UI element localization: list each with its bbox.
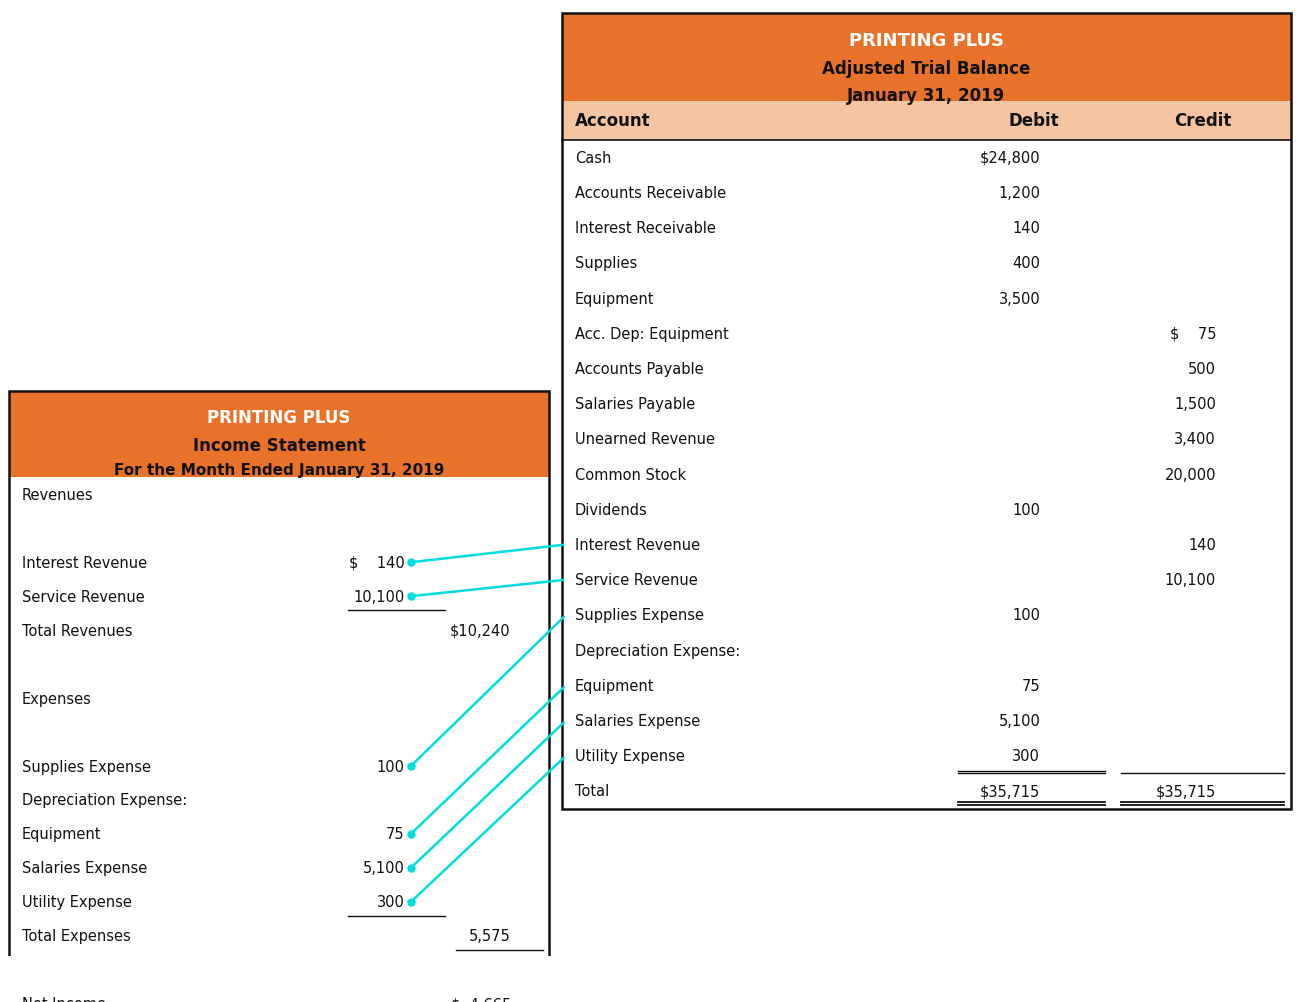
Text: $35,715: $35,715 (1155, 784, 1216, 799)
Text: $    140: $ 140 (349, 555, 405, 570)
Text: Account: Account (575, 112, 650, 130)
Text: 300: 300 (1012, 748, 1041, 764)
Text: 1,200: 1,200 (998, 185, 1041, 200)
Text: Depreciation Expense:: Depreciation Expense: (575, 643, 740, 658)
Text: PRINTING PLUS: PRINTING PLUS (207, 409, 351, 427)
Text: Equipment: Equipment (575, 292, 654, 307)
Text: Equipment: Equipment (22, 827, 101, 842)
FancyBboxPatch shape (562, 140, 1291, 809)
Text: January 31, 2019: January 31, 2019 (847, 86, 1006, 104)
Text: Service Revenue: Service Revenue (22, 589, 144, 604)
Text: Salaries Expense: Salaries Expense (575, 713, 700, 728)
Text: Cash: Cash (575, 150, 611, 165)
Text: 500: 500 (1188, 362, 1216, 377)
FancyBboxPatch shape (9, 392, 549, 478)
Text: Supplies Expense: Supplies Expense (575, 608, 704, 623)
Text: PRINTING PLUS: PRINTING PLUS (848, 32, 1004, 50)
Text: Credit: Credit (1175, 112, 1232, 130)
Text: Supplies Expense: Supplies Expense (22, 759, 151, 774)
Text: Dividends: Dividends (575, 502, 648, 517)
Text: Utility Expense: Utility Expense (575, 748, 684, 764)
Text: 100: 100 (1012, 608, 1041, 623)
Text: Depreciation Expense:: Depreciation Expense: (22, 793, 187, 808)
Text: Interest Receivable: Interest Receivable (575, 220, 716, 235)
Text: 3,500: 3,500 (999, 292, 1041, 307)
Text: Revenues: Revenues (22, 487, 94, 502)
Text: Expenses: Expenses (22, 691, 92, 705)
Text: Common Stock: Common Stock (575, 467, 686, 482)
Text: Equipment: Equipment (575, 678, 654, 693)
Text: Total: Total (575, 784, 609, 799)
Text: For the Month Ended January 31, 2019: For the Month Ended January 31, 2019 (114, 462, 444, 477)
Text: Net Income: Net Income (22, 996, 107, 1002)
Text: $    75: $ 75 (1170, 327, 1216, 342)
Text: Unearned Revenue: Unearned Revenue (575, 432, 716, 447)
Text: Accounts Receivable: Accounts Receivable (575, 185, 726, 200)
Text: 3,400: 3,400 (1175, 432, 1216, 447)
Text: 75: 75 (385, 827, 405, 842)
Text: 20,000: 20,000 (1164, 467, 1216, 482)
Text: 75: 75 (1021, 678, 1041, 693)
Text: 140: 140 (1188, 537, 1216, 552)
Text: Accounts Payable: Accounts Payable (575, 362, 704, 377)
FancyBboxPatch shape (9, 478, 549, 1002)
Text: 5,100: 5,100 (363, 861, 405, 876)
FancyBboxPatch shape (562, 102, 1291, 140)
Text: 100: 100 (376, 759, 405, 774)
Text: Total Expenses: Total Expenses (22, 929, 131, 944)
Text: 140: 140 (1012, 220, 1041, 235)
Text: $35,715: $35,715 (980, 784, 1041, 799)
Text: $  4,665: $ 4,665 (450, 996, 511, 1002)
Text: Salaries Expense: Salaries Expense (22, 861, 147, 876)
Text: Total Revenues: Total Revenues (22, 623, 133, 638)
Text: 10,100: 10,100 (353, 589, 405, 604)
FancyBboxPatch shape (562, 14, 1291, 102)
Text: Adjusted Trial Balance: Adjusted Trial Balance (822, 60, 1030, 78)
Text: Debit: Debit (1008, 112, 1059, 130)
Text: 400: 400 (1012, 257, 1041, 272)
Text: Salaries Payable: Salaries Payable (575, 397, 695, 412)
Text: Supplies: Supplies (575, 257, 637, 272)
Text: Interest Revenue: Interest Revenue (22, 555, 147, 570)
Text: Acc. Dep: Equipment: Acc. Dep: Equipment (575, 327, 729, 342)
Text: 5,575: 5,575 (470, 929, 511, 944)
Text: Income Statement: Income Statement (193, 437, 366, 455)
Text: 5,100: 5,100 (998, 713, 1041, 728)
Text: Service Revenue: Service Revenue (575, 572, 697, 587)
Text: $10,240: $10,240 (450, 623, 511, 638)
Text: 10,100: 10,100 (1164, 572, 1216, 587)
Text: 100: 100 (1012, 502, 1041, 517)
Text: 300: 300 (376, 895, 405, 910)
Text: Interest Revenue: Interest Revenue (575, 537, 700, 552)
Text: 1,500: 1,500 (1175, 397, 1216, 412)
Text: Utility Expense: Utility Expense (22, 895, 131, 910)
Text: $24,800: $24,800 (980, 150, 1041, 165)
